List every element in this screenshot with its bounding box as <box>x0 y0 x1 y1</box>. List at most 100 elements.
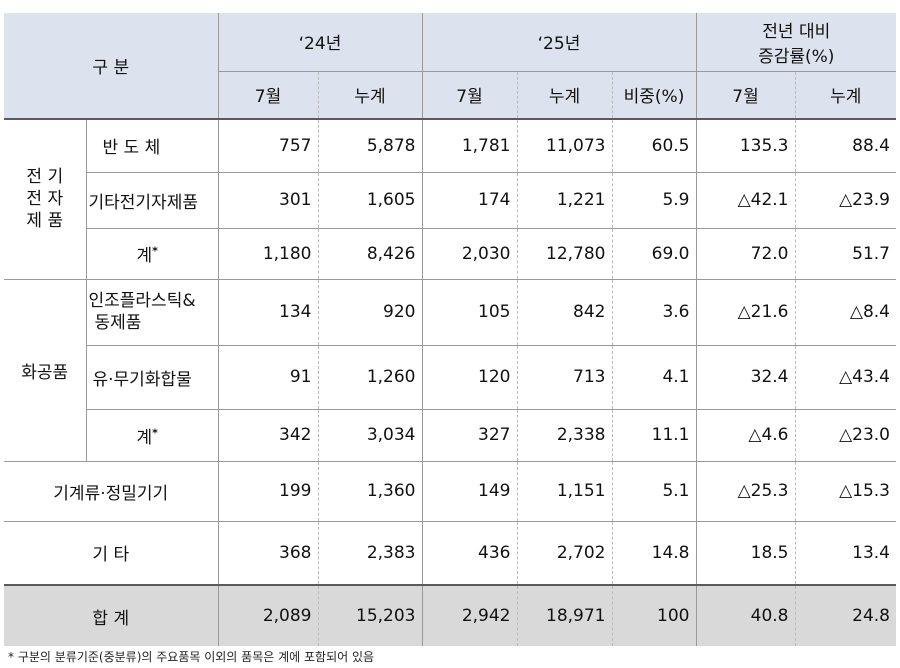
table-row: 기타전기자제품 301 1,605 174 1,221 5.9 △42.1 △2… <box>4 172 896 229</box>
row-label: 반 도 체 <box>86 119 219 173</box>
header-row-years: 구 분 ‘24년 ‘25년 전년 대비 증감률(%) <box>4 13 896 120</box>
cell: 3,034 <box>318 409 423 462</box>
footnote: * 구분의 분류기준(중분류)의 주요품목 이외의 품목은 계에 포함되어 있음 <box>8 650 375 664</box>
cell: 2,030 <box>422 228 518 280</box>
cell: 1,605 <box>318 172 423 229</box>
table-row: 기계류·정밀기기 199 1,360 149 1,151 5.1 △25.3 △… <box>4 461 896 522</box>
footnote-mark: * <box>152 425 158 439</box>
cell: 14.8 <box>612 521 697 585</box>
row-label-line1: 인조플라스틱& <box>88 291 196 311</box>
table-row: 유·무기화합물 91 1,260 120 713 4.1 32.4 △43.4 <box>4 345 896 410</box>
col-2025-cumulative: 누계 <box>517 71 613 120</box>
cell: 920 <box>318 279 423 346</box>
cell: 1,360 <box>318 461 423 522</box>
cell: 2,089 <box>218 584 319 646</box>
total-row: 합 계 2,089 15,203 2,942 18,971 100 40.8 2… <box>4 584 896 646</box>
cell: 18,971 <box>517 584 613 646</box>
cell: 5.9 <box>612 172 697 229</box>
cell: 11.1 <box>612 409 697 462</box>
cell: 2,942 <box>422 584 518 646</box>
group-label-chemicals: 화공품 <box>4 279 87 462</box>
cell: 13.4 <box>852 542 890 563</box>
cell: △15.3 <box>795 461 896 522</box>
cell: △21.6 <box>696 279 796 346</box>
cell: 368 <box>218 521 319 585</box>
cell: 149 <box>422 461 518 522</box>
cell: 713 <box>517 345 613 410</box>
cell: 1,260 <box>318 345 423 410</box>
cell: 40.8 <box>696 584 796 646</box>
cell: △23.0 <box>795 409 896 462</box>
cell: 11,073 <box>517 119 613 173</box>
cell: 174 <box>422 172 518 229</box>
total-label: 합 계 <box>4 584 219 646</box>
cell: 327 <box>422 409 518 462</box>
subtotal-text: 계 <box>136 427 153 448</box>
col-2025-month: 7월 <box>422 71 518 120</box>
cell: 135.3 <box>696 119 796 173</box>
change-rate-line2: 증감률(%) <box>758 46 835 67</box>
table-row: 화공품 인조플라스틱& 동제품 134 920 105 842 3.6 △21.… <box>4 279 896 462</box>
col-2024-month: 7월 <box>218 71 319 120</box>
cell: 1,781 <box>422 119 518 173</box>
cell: 1,180 <box>218 228 319 280</box>
cell: 301 <box>218 172 319 229</box>
footnote-mark: * <box>152 244 158 258</box>
cell: 60.5 <box>612 119 697 173</box>
cell: 24.8 <box>795 584 896 646</box>
cell: 199 <box>218 461 319 522</box>
subtotal-row: 계* 342 3,034 327 2,338 11.1 △4.6 △23.0 <box>4 409 896 462</box>
cell: 2,383 <box>318 521 423 585</box>
cell: 88.4 <box>795 119 896 173</box>
cell: 72.0 <box>696 228 796 280</box>
cell: 120 <box>422 345 518 410</box>
row-label: 기타전기자제품 <box>86 172 219 229</box>
cell: △42.1 <box>696 172 796 229</box>
col-change-month: 7월 <box>696 71 796 120</box>
cell: 3.6 <box>612 279 697 346</box>
cell: 134 <box>218 279 319 346</box>
cell: 32.4 <box>696 345 796 410</box>
cell: △25.3 <box>696 461 796 522</box>
row-label: 기 타 <box>4 521 219 585</box>
cell: 105 <box>422 279 518 346</box>
cell: 342 <box>218 409 319 462</box>
cell: △43.4 <box>795 345 896 410</box>
row-label-line2: 동제품 <box>94 313 142 333</box>
cell: 2,702 <box>517 521 613 585</box>
cell: 436 <box>422 521 518 585</box>
subtotal-row: 계* 1,180 8,426 2,030 12,780 69.0 72.0 51… <box>4 228 896 280</box>
col-2024-cumulative: 누계 <box>318 71 423 120</box>
year-2025-header: ‘25년 <box>422 13 697 72</box>
subtotal-label: 계* <box>86 228 219 280</box>
cell: 69.0 <box>612 228 697 280</box>
subtotal-label: 계* <box>86 409 219 462</box>
header-row-subcolumns: 7월 누계 7월 누계 비중(%) 7월 누계 <box>4 71 896 120</box>
subtotal-text: 계 <box>136 246 153 266</box>
cell: 91 <box>218 345 319 410</box>
cell: 1,151 <box>517 461 613 522</box>
cell: △8.4 <box>795 279 896 346</box>
cell: △23.9 <box>795 172 896 229</box>
cell: 5,878 <box>318 119 423 173</box>
cell: 100 <box>612 584 697 646</box>
row-label: 인조플라스틱& 동제품 <box>86 279 219 346</box>
cell: △4.6 <box>696 409 796 462</box>
cell: 1,221 <box>517 172 613 229</box>
row-label: 유·무기화합물 <box>86 345 219 410</box>
cell: 842 <box>517 279 613 346</box>
col-change-cumulative: 누계 <box>795 71 896 120</box>
change-rate-header: 전년 대비 증감률(%) <box>696 13 896 72</box>
cell: 2,338 <box>517 409 613 462</box>
row-label: 기계류·정밀기기 <box>4 461 219 522</box>
cell: 15,203 <box>318 584 423 646</box>
cell: 12,780 <box>517 228 613 280</box>
cell: 18.5 <box>696 521 796 585</box>
cell: 8,426 <box>318 228 423 280</box>
year-2024-header: ‘24년 <box>218 13 423 72</box>
change-rate-line1: 전년 대비 <box>762 21 831 42</box>
export-table: 구 분 ‘24년 ‘25년 전년 대비 증감률(%) 7월 누계 7월 누계 비… <box>4 13 896 646</box>
cell: 51.7 <box>795 228 896 280</box>
